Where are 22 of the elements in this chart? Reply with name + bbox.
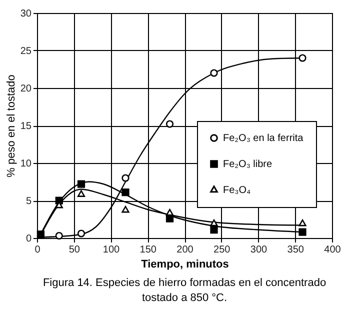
y-tick-label: 5 bbox=[26, 196, 32, 207]
x-tick-label: 400 bbox=[324, 244, 342, 256]
x-tick-label: 350 bbox=[287, 244, 304, 256]
y-tick-label: 30 bbox=[20, 8, 32, 20]
x-tick-label: 0 bbox=[34, 244, 41, 256]
y-tick-label: 15 bbox=[20, 121, 32, 132]
y-tick-label: 25 bbox=[20, 46, 32, 57]
y-axis-title: % peso en el tostado bbox=[5, 74, 18, 178]
legend-label: Fe₃O₄ bbox=[223, 185, 251, 196]
x-tick-label: 50 bbox=[68, 244, 80, 256]
y-tick-label: 10 bbox=[20, 158, 32, 170]
x-tick-label: 250 bbox=[214, 244, 231, 256]
x-axis-title: Tiempo, minutos bbox=[141, 258, 229, 270]
text: Figura 14. Especies de hierro formadas en el concentrado tostado a 850 °C. bbox=[42, 277, 326, 304]
y-tick-label: 0 bbox=[26, 234, 32, 244]
y-tick-label: 20 bbox=[20, 84, 32, 94]
x-tick-label: 200 bbox=[176, 244, 194, 256]
x-tick-label: 150 bbox=[140, 244, 157, 256]
legend-label: Fe₂O₃ libre bbox=[223, 159, 273, 170]
legend-label: Fe₂O₃ en la ferrita bbox=[223, 133, 304, 144]
x-tick-label: 100 bbox=[102, 244, 120, 256]
x-tick-label: 300 bbox=[250, 244, 268, 256]
